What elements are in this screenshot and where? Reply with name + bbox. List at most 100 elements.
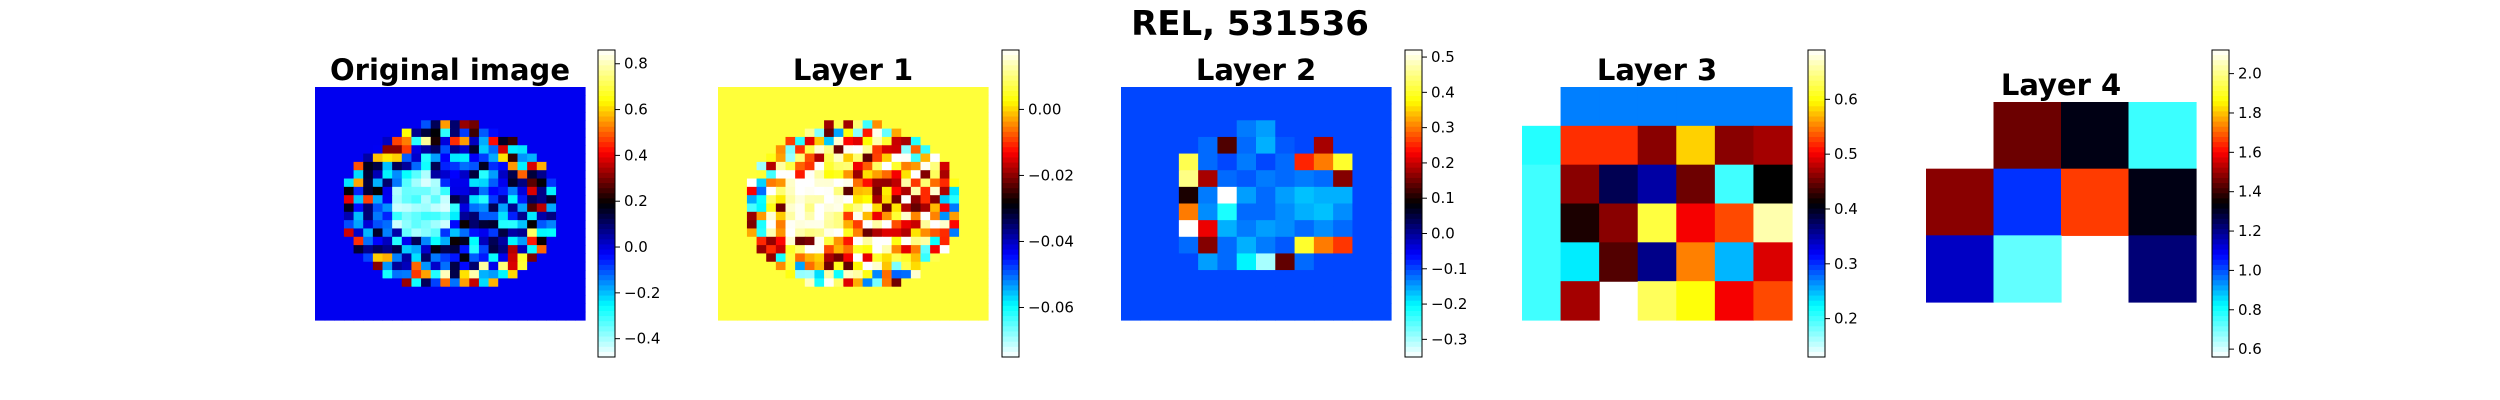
heatmap-cell [978,253,989,263]
heatmap-cell [575,203,586,213]
heatmap-cell [1560,281,1600,321]
heatmap-cell [804,253,816,263]
heatmap-cell [881,128,893,138]
heatmap-cell [795,136,806,146]
colorbar-segment [1002,300,1019,307]
heatmap-cell [343,220,355,230]
colorbar-segment [1002,75,1019,82]
colorbar-segment [2212,305,2229,312]
heatmap-cell [920,128,931,138]
heatmap-cell [959,253,970,263]
heatmap-cell [421,170,432,180]
heatmap-cell [910,211,922,221]
heatmap-cell [1294,170,1315,188]
colorbar-segment [1808,65,1825,72]
heatmap-cell [1256,170,1276,188]
heatmap-cell [382,253,393,263]
colorbar-tick-label: −0.4 [624,330,660,348]
heatmap-cell [459,186,470,196]
heatmap-cell [392,195,403,205]
heatmap-cell [775,161,787,171]
heatmap-cell [737,245,748,255]
heatmap-cell [546,295,557,304]
heatmap-cell [1178,220,1199,238]
colorbar-segment [598,244,615,251]
colorbar-segment [1002,162,1019,169]
heatmap-cell [556,186,567,196]
heatmap-cell [804,211,816,221]
heatmap-cell [372,120,384,130]
heatmap-cell [536,95,548,105]
heatmap-cell [334,95,345,105]
panel-title: Layer 3 [1597,53,1717,87]
heatmap-cell [727,153,738,163]
heatmap-cell [353,128,364,138]
heatmap-cell [959,311,970,321]
heatmap-cell [795,153,806,163]
heatmap-cell [766,270,777,279]
heatmap-cell [411,103,422,113]
heatmap-cell [1522,281,1562,321]
colorbar-segment [1808,310,1825,317]
heatmap-cell [498,211,509,221]
colorbar-segment [2212,111,2229,118]
heatmap-cell [334,220,345,230]
heatmap-cell [978,111,989,121]
heatmap-cell [872,228,883,238]
heatmap-cell [372,170,384,180]
heatmap-cell [968,128,979,138]
heatmap-cell [737,136,748,146]
heatmap-cell [737,178,748,188]
heatmap-cell [939,286,951,296]
heatmap-cell [891,261,902,271]
heatmap-cell [575,253,586,263]
colorbar-segment [1405,203,1422,210]
colorbar-segment [1002,198,1019,205]
heatmap-cell [324,145,335,155]
colorbar-segment [1808,121,1825,128]
heatmap-cell [843,153,854,163]
heatmap-cell [853,161,864,171]
heatmap-cell [804,195,816,205]
colorbar-tick-label: 0.00 [1028,100,1061,118]
colorbar-segment [1002,249,1019,256]
heatmap-cell [411,87,422,96]
heatmap-cell [795,303,806,313]
heatmap-cell [1159,253,1180,271]
heatmap-cell [978,295,989,304]
heatmap-cell [459,220,470,230]
colorbar-segment [1808,234,1825,240]
heatmap-cell [1217,286,1238,304]
heatmap-cell [872,170,883,180]
heatmap-cell [488,161,499,171]
heatmap-cell [353,145,364,155]
heatmap-cell [421,211,432,221]
heatmap-cell [939,128,951,138]
heatmap-cell [478,161,490,171]
colorbar-segment [1002,351,1019,358]
colorbar-segment [598,116,615,123]
heatmap-cell [334,261,345,271]
heatmap-cell [421,236,432,246]
heatmap-cell [824,128,835,138]
heatmap-cell [872,270,883,279]
heatmap-cell [1140,236,1161,255]
colorbar-segment [1405,331,1422,338]
heatmap-cell [930,203,941,213]
heatmap-cell [1753,164,1793,205]
heatmap-cell [785,228,796,238]
heatmap-cell [872,120,883,130]
heatmap-cell [1140,87,1161,105]
heatmap-cell [392,128,403,138]
heatmap-cell [324,220,335,230]
heatmap-cell [1560,87,1600,127]
heatmap-cell [498,270,509,279]
heatmap-cell [756,95,767,105]
colorbar-segment [1002,147,1019,153]
heatmap-cell [881,195,893,205]
colorbar-segment [2212,50,2229,56]
colorbar-segment [1002,331,1019,338]
heatmap-cell [430,261,441,271]
heatmap-cell [795,195,806,205]
heatmap-cell [795,236,806,246]
